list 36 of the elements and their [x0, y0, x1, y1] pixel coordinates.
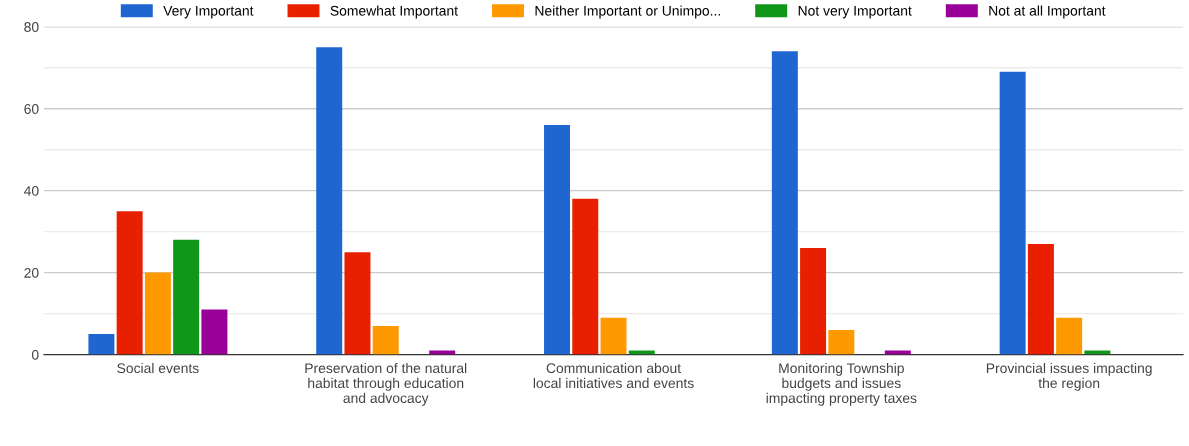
bar: [201, 309, 228, 355]
x-tick-label: Provincial issues impacting the region: [986, 362, 1152, 391]
legend-label: Very Important: [163, 5, 254, 19]
bar: [544, 125, 571, 355]
bar: [572, 198, 599, 355]
bar: [429, 350, 456, 355]
bar: [173, 239, 200, 355]
x-tick-label: Communication about local initiatives and events: [533, 362, 694, 389]
bar: [999, 71, 1026, 355]
legend-label: Neither Important or Unimpo...: [535, 5, 720, 19]
y-tick-label: 0: [31, 349, 39, 360]
bar: [628, 350, 655, 355]
bar: [372, 325, 399, 355]
x-tick-label: Monitoring Township budgets and issues impacting property taxes: [766, 362, 917, 406]
bar: [144, 272, 171, 355]
bar: [316, 47, 343, 355]
bar: [828, 329, 855, 355]
x-tick-label: Preservation of the natural habitat through education and advocacy: [305, 362, 467, 406]
bar: [800, 248, 827, 355]
y-tick-label: 20: [24, 267, 39, 278]
bar: [344, 252, 371, 355]
x-tick-label: Social events: [117, 362, 199, 374]
bar: [88, 334, 115, 355]
bar: [1084, 350, 1111, 355]
bar: [884, 350, 911, 355]
bar: [1056, 317, 1083, 355]
bar: [600, 317, 627, 355]
bar: [771, 51, 798, 355]
legend-label: Not at all Important: [989, 5, 1106, 19]
bar: [116, 211, 143, 355]
legend-label: Not very Important: [798, 5, 912, 19]
y-tick-label: 40: [24, 186, 39, 196]
legend-label: Somewhat Important: [330, 5, 458, 19]
y-tick-label: 80: [24, 22, 39, 32]
bar: [1027, 243, 1054, 355]
y-tick-label: 60: [24, 104, 39, 114]
